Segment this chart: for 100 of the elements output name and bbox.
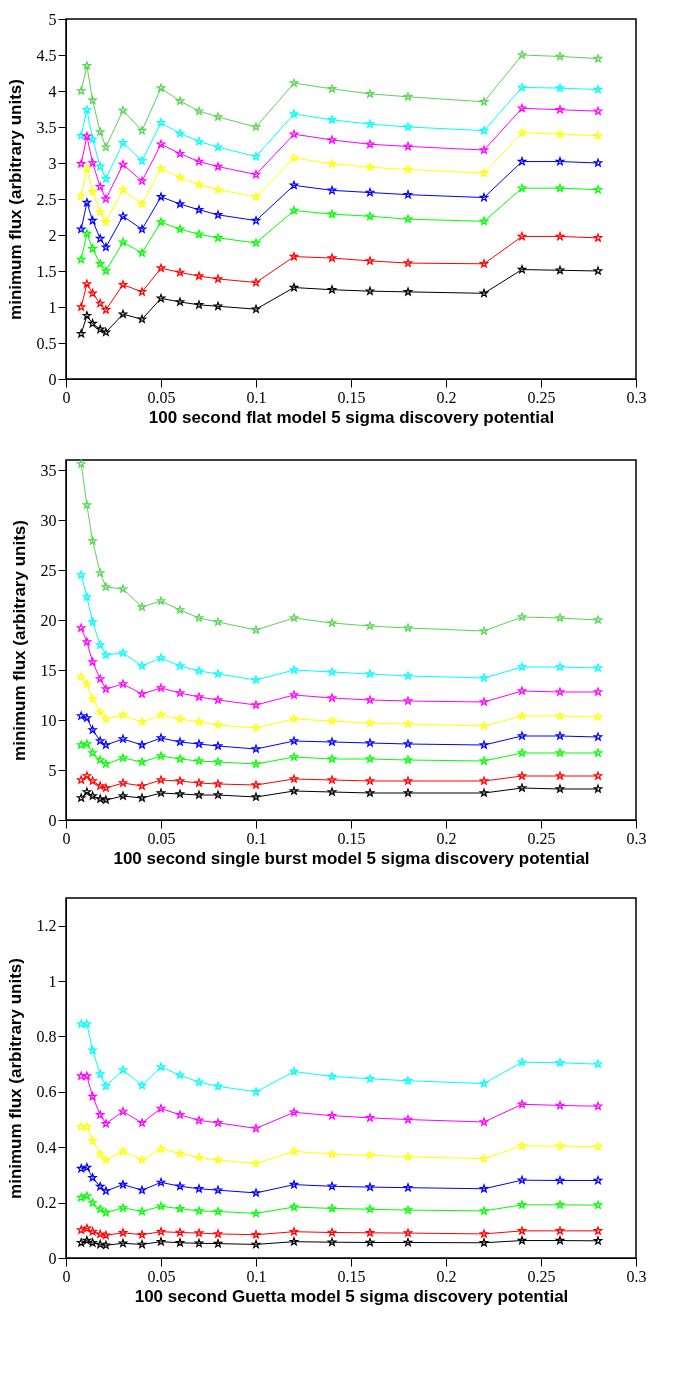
point xyxy=(251,192,261,201)
point xyxy=(95,674,105,683)
point xyxy=(213,617,223,626)
point xyxy=(403,1115,413,1124)
point xyxy=(289,752,299,761)
x-axis-title: 100 second flat model 5 sigma discovery potential xyxy=(148,407,555,427)
point xyxy=(76,1225,86,1234)
point xyxy=(213,1239,223,1248)
point xyxy=(88,244,97,253)
x-tick-label: 0.05 xyxy=(147,388,176,406)
point xyxy=(213,757,223,766)
point xyxy=(118,584,128,593)
x-tick-label: 0.15 xyxy=(337,829,366,847)
point xyxy=(593,1142,603,1151)
point xyxy=(137,248,147,257)
point xyxy=(82,311,92,320)
point xyxy=(213,274,223,283)
point xyxy=(517,731,527,740)
point xyxy=(137,1118,147,1127)
point xyxy=(251,675,261,684)
point xyxy=(555,1175,565,1185)
point xyxy=(593,712,603,721)
point xyxy=(213,185,223,194)
point xyxy=(82,713,92,722)
point xyxy=(479,193,489,202)
y-tick-label: 3 xyxy=(48,154,57,172)
point xyxy=(137,176,147,185)
point xyxy=(137,781,147,790)
point xyxy=(593,131,603,140)
point xyxy=(479,673,489,682)
point xyxy=(555,687,565,696)
point xyxy=(194,157,204,166)
point xyxy=(365,1228,375,1237)
point xyxy=(479,126,489,135)
point xyxy=(365,738,375,747)
point xyxy=(95,1204,105,1213)
point xyxy=(82,1019,92,1028)
x-tick-label: 0.3 xyxy=(626,829,647,847)
point xyxy=(327,693,337,702)
point xyxy=(365,776,375,785)
point xyxy=(593,185,603,194)
point xyxy=(76,224,86,233)
x-tick-label: 0.05 xyxy=(147,829,176,847)
point xyxy=(156,192,166,201)
point xyxy=(555,1100,565,1110)
point xyxy=(175,172,185,182)
point xyxy=(95,207,105,216)
point xyxy=(555,1200,565,1209)
point xyxy=(101,194,111,203)
point xyxy=(101,266,111,275)
point xyxy=(118,753,128,762)
point xyxy=(175,1204,185,1213)
point xyxy=(194,739,204,748)
point xyxy=(555,613,565,622)
point xyxy=(175,129,185,138)
point xyxy=(365,754,375,763)
point xyxy=(593,771,603,780)
point xyxy=(76,570,86,579)
point xyxy=(251,238,261,247)
point xyxy=(175,1228,185,1237)
point xyxy=(365,1182,375,1191)
point xyxy=(194,613,204,622)
point xyxy=(403,1238,413,1247)
y-tick-label: 4.5 xyxy=(36,46,57,64)
point xyxy=(156,1237,166,1246)
y-tick-label: 25 xyxy=(40,561,57,579)
point xyxy=(137,126,147,135)
point xyxy=(95,324,105,334)
point xyxy=(88,617,97,626)
point xyxy=(251,759,261,768)
point xyxy=(175,1070,185,1079)
point xyxy=(403,1228,413,1237)
point xyxy=(118,1146,128,1156)
point xyxy=(479,97,489,106)
point xyxy=(289,613,299,622)
point xyxy=(403,141,413,151)
point xyxy=(82,105,92,114)
point xyxy=(95,794,105,803)
point xyxy=(101,142,111,151)
point xyxy=(593,615,603,624)
point xyxy=(88,791,97,800)
point xyxy=(289,1067,299,1076)
point xyxy=(289,153,299,162)
point xyxy=(251,1159,261,1168)
point xyxy=(213,112,223,121)
point xyxy=(517,1200,527,1209)
point xyxy=(479,756,489,765)
point xyxy=(517,771,527,780)
x-tick-label: 0.25 xyxy=(527,1267,556,1285)
point xyxy=(88,1227,97,1236)
point xyxy=(118,159,128,169)
point xyxy=(365,211,375,221)
point xyxy=(88,187,97,196)
point xyxy=(194,790,204,799)
point xyxy=(555,1226,565,1235)
point xyxy=(118,309,128,318)
point xyxy=(555,83,565,92)
point xyxy=(76,302,86,311)
point xyxy=(327,1237,337,1246)
point xyxy=(101,242,111,251)
